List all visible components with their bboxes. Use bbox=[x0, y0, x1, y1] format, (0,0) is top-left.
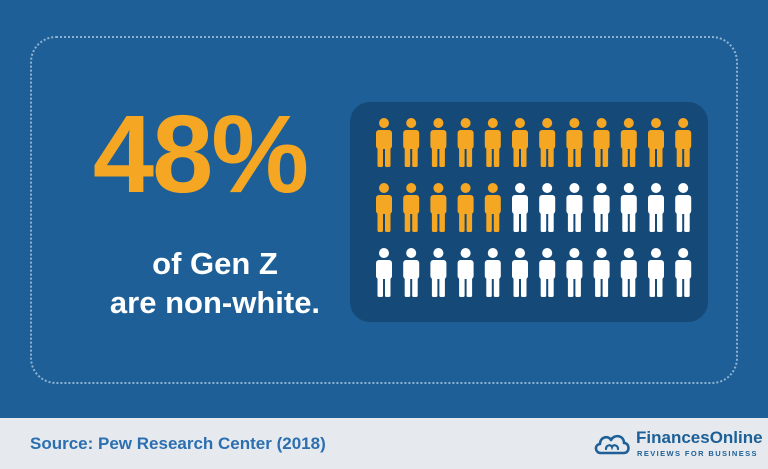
person-icon bbox=[457, 248, 474, 297]
caption-line-2: are non-white. bbox=[109, 285, 321, 320]
person-icon bbox=[648, 248, 664, 297]
person-icon bbox=[539, 183, 556, 232]
person-icon bbox=[593, 118, 610, 167]
person-icon bbox=[376, 183, 392, 232]
person-icon bbox=[593, 248, 610, 297]
person-icon bbox=[430, 248, 447, 297]
source-text: Source: Pew Research Center (2018) bbox=[30, 434, 326, 453]
caption-line-1: of Gen Z bbox=[152, 246, 278, 281]
person-icon bbox=[512, 183, 528, 232]
person-icon bbox=[484, 248, 501, 297]
person-icon bbox=[457, 118, 474, 167]
dotted-frame bbox=[30, 36, 738, 384]
person-icon bbox=[675, 183, 692, 232]
person-icon bbox=[403, 248, 420, 297]
person-icon bbox=[403, 183, 420, 232]
person-icon bbox=[539, 118, 556, 167]
person-icon bbox=[539, 248, 556, 297]
person-icon bbox=[512, 118, 528, 167]
person-icon bbox=[648, 118, 664, 167]
brand-name: FinancesOnline bbox=[636, 428, 763, 447]
person-icon bbox=[675, 118, 692, 167]
person-icon bbox=[376, 248, 392, 297]
person-icon bbox=[620, 183, 637, 232]
person-icon bbox=[675, 248, 692, 297]
person-icon bbox=[430, 183, 447, 232]
person-icon bbox=[457, 183, 474, 232]
person-icon bbox=[593, 183, 610, 232]
person-icon bbox=[620, 118, 637, 167]
person-icon bbox=[648, 183, 664, 232]
person-icon bbox=[620, 248, 637, 297]
person-icon bbox=[512, 248, 528, 297]
person-icon bbox=[430, 118, 447, 167]
person-icon bbox=[566, 183, 583, 232]
brand-tagline: REVIEWS FOR BUSINESS bbox=[637, 449, 758, 458]
person-icon bbox=[566, 248, 583, 297]
cloud-logo-icon bbox=[594, 434, 630, 455]
person-icon bbox=[484, 183, 501, 232]
person-icon bbox=[484, 118, 501, 167]
pictogram-panel bbox=[350, 102, 708, 322]
person-icon bbox=[403, 118, 420, 167]
pictogram-grid bbox=[376, 118, 692, 297]
brand-logo: FinancesOnline REVIEWS FOR BUSINESS bbox=[592, 427, 763, 463]
person-icon bbox=[376, 118, 392, 167]
infographic-area: 48% of Gen Z are non-white. bbox=[30, 36, 738, 384]
stat-percentage: 48% bbox=[92, 93, 309, 216]
person-icon bbox=[566, 118, 583, 167]
footer-bar: Source: Pew Research Center (2018) Finan… bbox=[0, 418, 768, 469]
stat-caption: of Gen Z are non-white. bbox=[60, 244, 370, 322]
